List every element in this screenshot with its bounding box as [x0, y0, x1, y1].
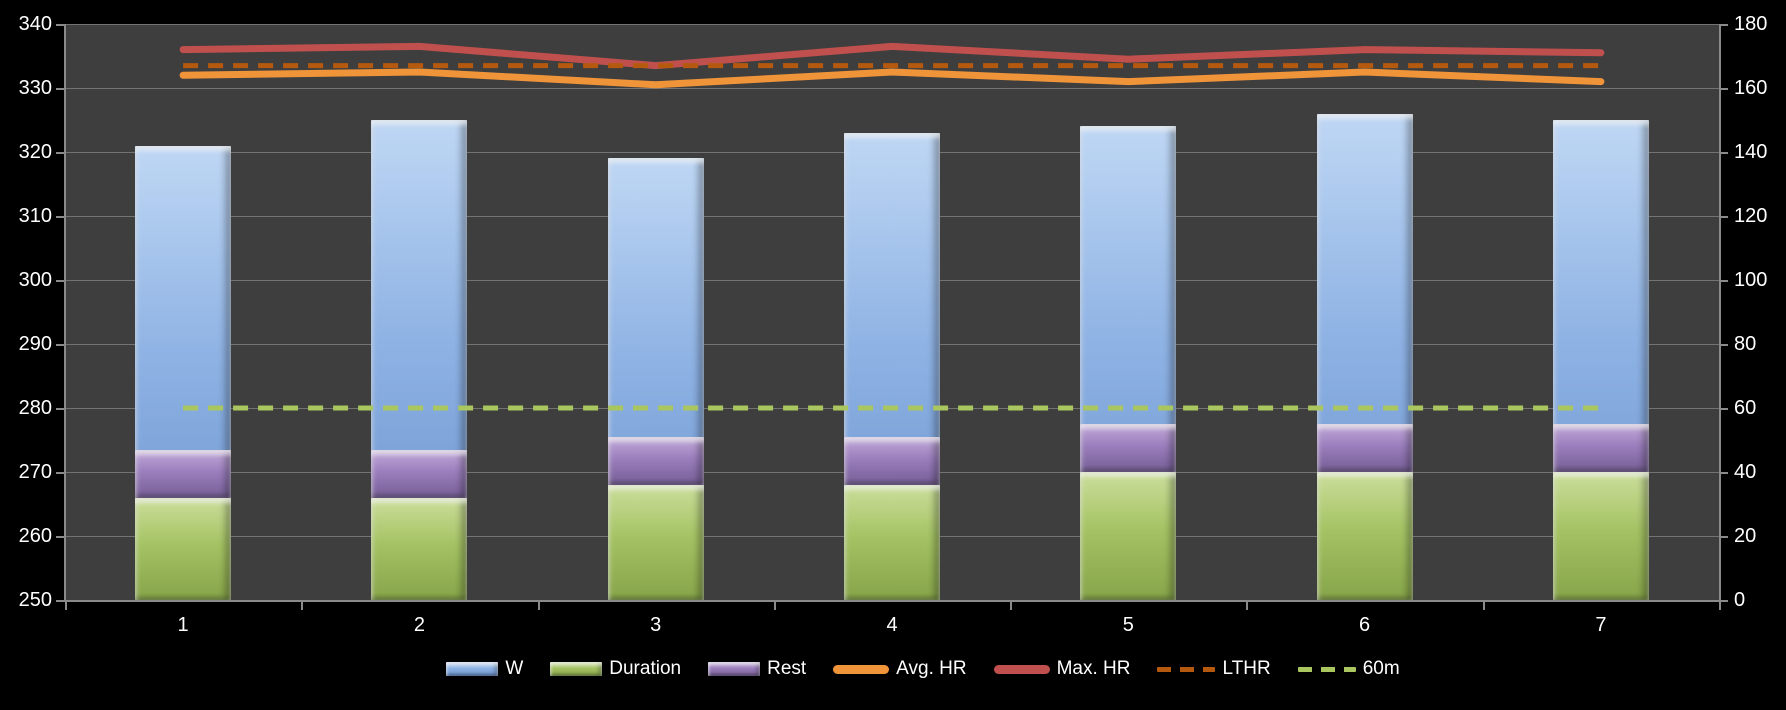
y-axis-tick-right [1719, 24, 1728, 26]
bar-rest [607, 436, 704, 485]
legend-swatch-w [446, 662, 499, 676]
legend-swatch-max-hr [993, 664, 1050, 674]
legend-label-rest: Rest [767, 658, 807, 679]
x-axis-tick [1246, 600, 1249, 610]
bar-duration [371, 497, 468, 600]
x-axis-label: 7 [1595, 614, 1607, 636]
y-axis-left-label: 250 [18, 589, 52, 611]
x-axis-label: 2 [413, 614, 425, 636]
legend-swatch-rest [708, 662, 761, 676]
y-axis-right-label: 160 [1734, 77, 1768, 99]
bar-duration [1316, 472, 1413, 600]
y-axis-tick-left [56, 408, 65, 410]
y-axis-tick-right [1719, 536, 1728, 538]
y-axis-right-label: 20 [1734, 525, 1757, 547]
y-axis-tick-left [56, 536, 65, 538]
x-axis-tick [1719, 600, 1721, 610]
bar-duration [607, 484, 704, 600]
legend-item-avg-hr: Avg. HR [833, 658, 967, 680]
y-axis-tick-right [1719, 216, 1728, 218]
y-axis-right-label: 140 [1734, 141, 1768, 163]
x-axis-tick [537, 600, 540, 610]
legend-swatch-avg-hr [833, 664, 890, 674]
y-axis-tick-right [1719, 280, 1728, 282]
legend-item-rest: Rest [708, 658, 806, 680]
x-axis-tick [1482, 600, 1485, 610]
y-axis-tick-left [56, 600, 65, 602]
y-axis-tick-right [1719, 152, 1728, 154]
legend-label-avg-hr: Avg. HR [896, 658, 967, 679]
y-axis-left-label: 340 [18, 13, 52, 35]
x-axis-label: 5 [1122, 614, 1134, 636]
y-axis-tick-left [56, 88, 65, 90]
y-axis-right-label: 100 [1734, 269, 1768, 291]
y-axis-tick-left [56, 152, 65, 154]
legend-label-max-hr: Max. HR [1056, 658, 1131, 679]
legend-label-60m: 60m [1362, 658, 1400, 679]
legend-item-60m: 60m [1297, 658, 1400, 680]
y-axis-tick-left [56, 344, 65, 346]
y-axis-line-left [64, 24, 66, 600]
x-axis-tick [1010, 600, 1013, 610]
legend-item-duration: Duration [550, 658, 681, 680]
y-axis-left-label: 270 [18, 461, 52, 483]
y-axis-right-label: 60 [1734, 397, 1757, 419]
legend-item-lthr: LTHR [1157, 658, 1271, 680]
bar-rest [1316, 424, 1413, 472]
legend-label-w: W [505, 658, 524, 679]
bar-duration [1080, 472, 1177, 600]
y-axis-line-right [1719, 24, 1721, 600]
y-axis-right-label: 180 [1734, 13, 1768, 35]
bar-duration [135, 497, 232, 600]
y-axis-tick-left [56, 280, 65, 282]
x-axis-tick [773, 600, 776, 610]
legend-item-w: W [446, 658, 523, 680]
bar-duration [844, 484, 940, 600]
x-axis-label: 3 [650, 614, 662, 636]
legend-label-lthr: LTHR [1222, 658, 1271, 679]
y-axis-left-label: 330 [18, 77, 52, 99]
gridline [65, 88, 1719, 89]
bar-rest [135, 449, 232, 498]
y-axis-right-label: 0 [1734, 589, 1746, 611]
y-axis-tick-left [56, 24, 65, 26]
y-axis-left-label: 260 [18, 525, 52, 547]
bar-rest [1080, 424, 1177, 472]
legend-swatch-duration [550, 662, 603, 676]
y-axis-left-label: 300 [18, 269, 52, 291]
bar-rest [844, 436, 940, 485]
bar-rest [1552, 424, 1649, 472]
legend-swatch-60m [1297, 666, 1356, 672]
legend-swatch-lthr [1157, 666, 1216, 672]
bar-duration [1552, 472, 1649, 600]
x-axis-tick [301, 600, 304, 610]
x-axis-tick [65, 600, 67, 610]
y-axis-right-label: 80 [1734, 333, 1757, 355]
legend: W Duration Rest Avg. HR Max. HR LTHR 60m [60, 658, 1786, 680]
y-axis-tick-left [56, 472, 65, 474]
y-axis-tick-right [1719, 344, 1728, 346]
x-axis-label: 4 [886, 614, 898, 636]
x-axis-label: 1 [177, 614, 189, 636]
y-axis-left-label: 320 [18, 141, 52, 163]
y-axis-left-label: 310 [18, 205, 52, 227]
y-axis-left-label: 280 [18, 397, 52, 419]
legend-item-max-hr: Max. HR [993, 658, 1131, 680]
gridline [65, 24, 1719, 25]
bar-rest [371, 449, 468, 498]
y-axis-right-label: 40 [1734, 461, 1757, 483]
y-axis-left-label: 290 [18, 333, 52, 355]
legend-label-duration: Duration [609, 658, 682, 679]
y-axis-tick-right [1719, 408, 1728, 410]
x-axis-label: 6 [1359, 614, 1371, 636]
y-axis-tick-right [1719, 472, 1728, 474]
y-axis-right-label: 120 [1734, 205, 1768, 227]
y-axis-tick-left [56, 216, 65, 218]
y-axis-tick-right [1719, 88, 1728, 90]
x-axis-line [64, 600, 1728, 602]
